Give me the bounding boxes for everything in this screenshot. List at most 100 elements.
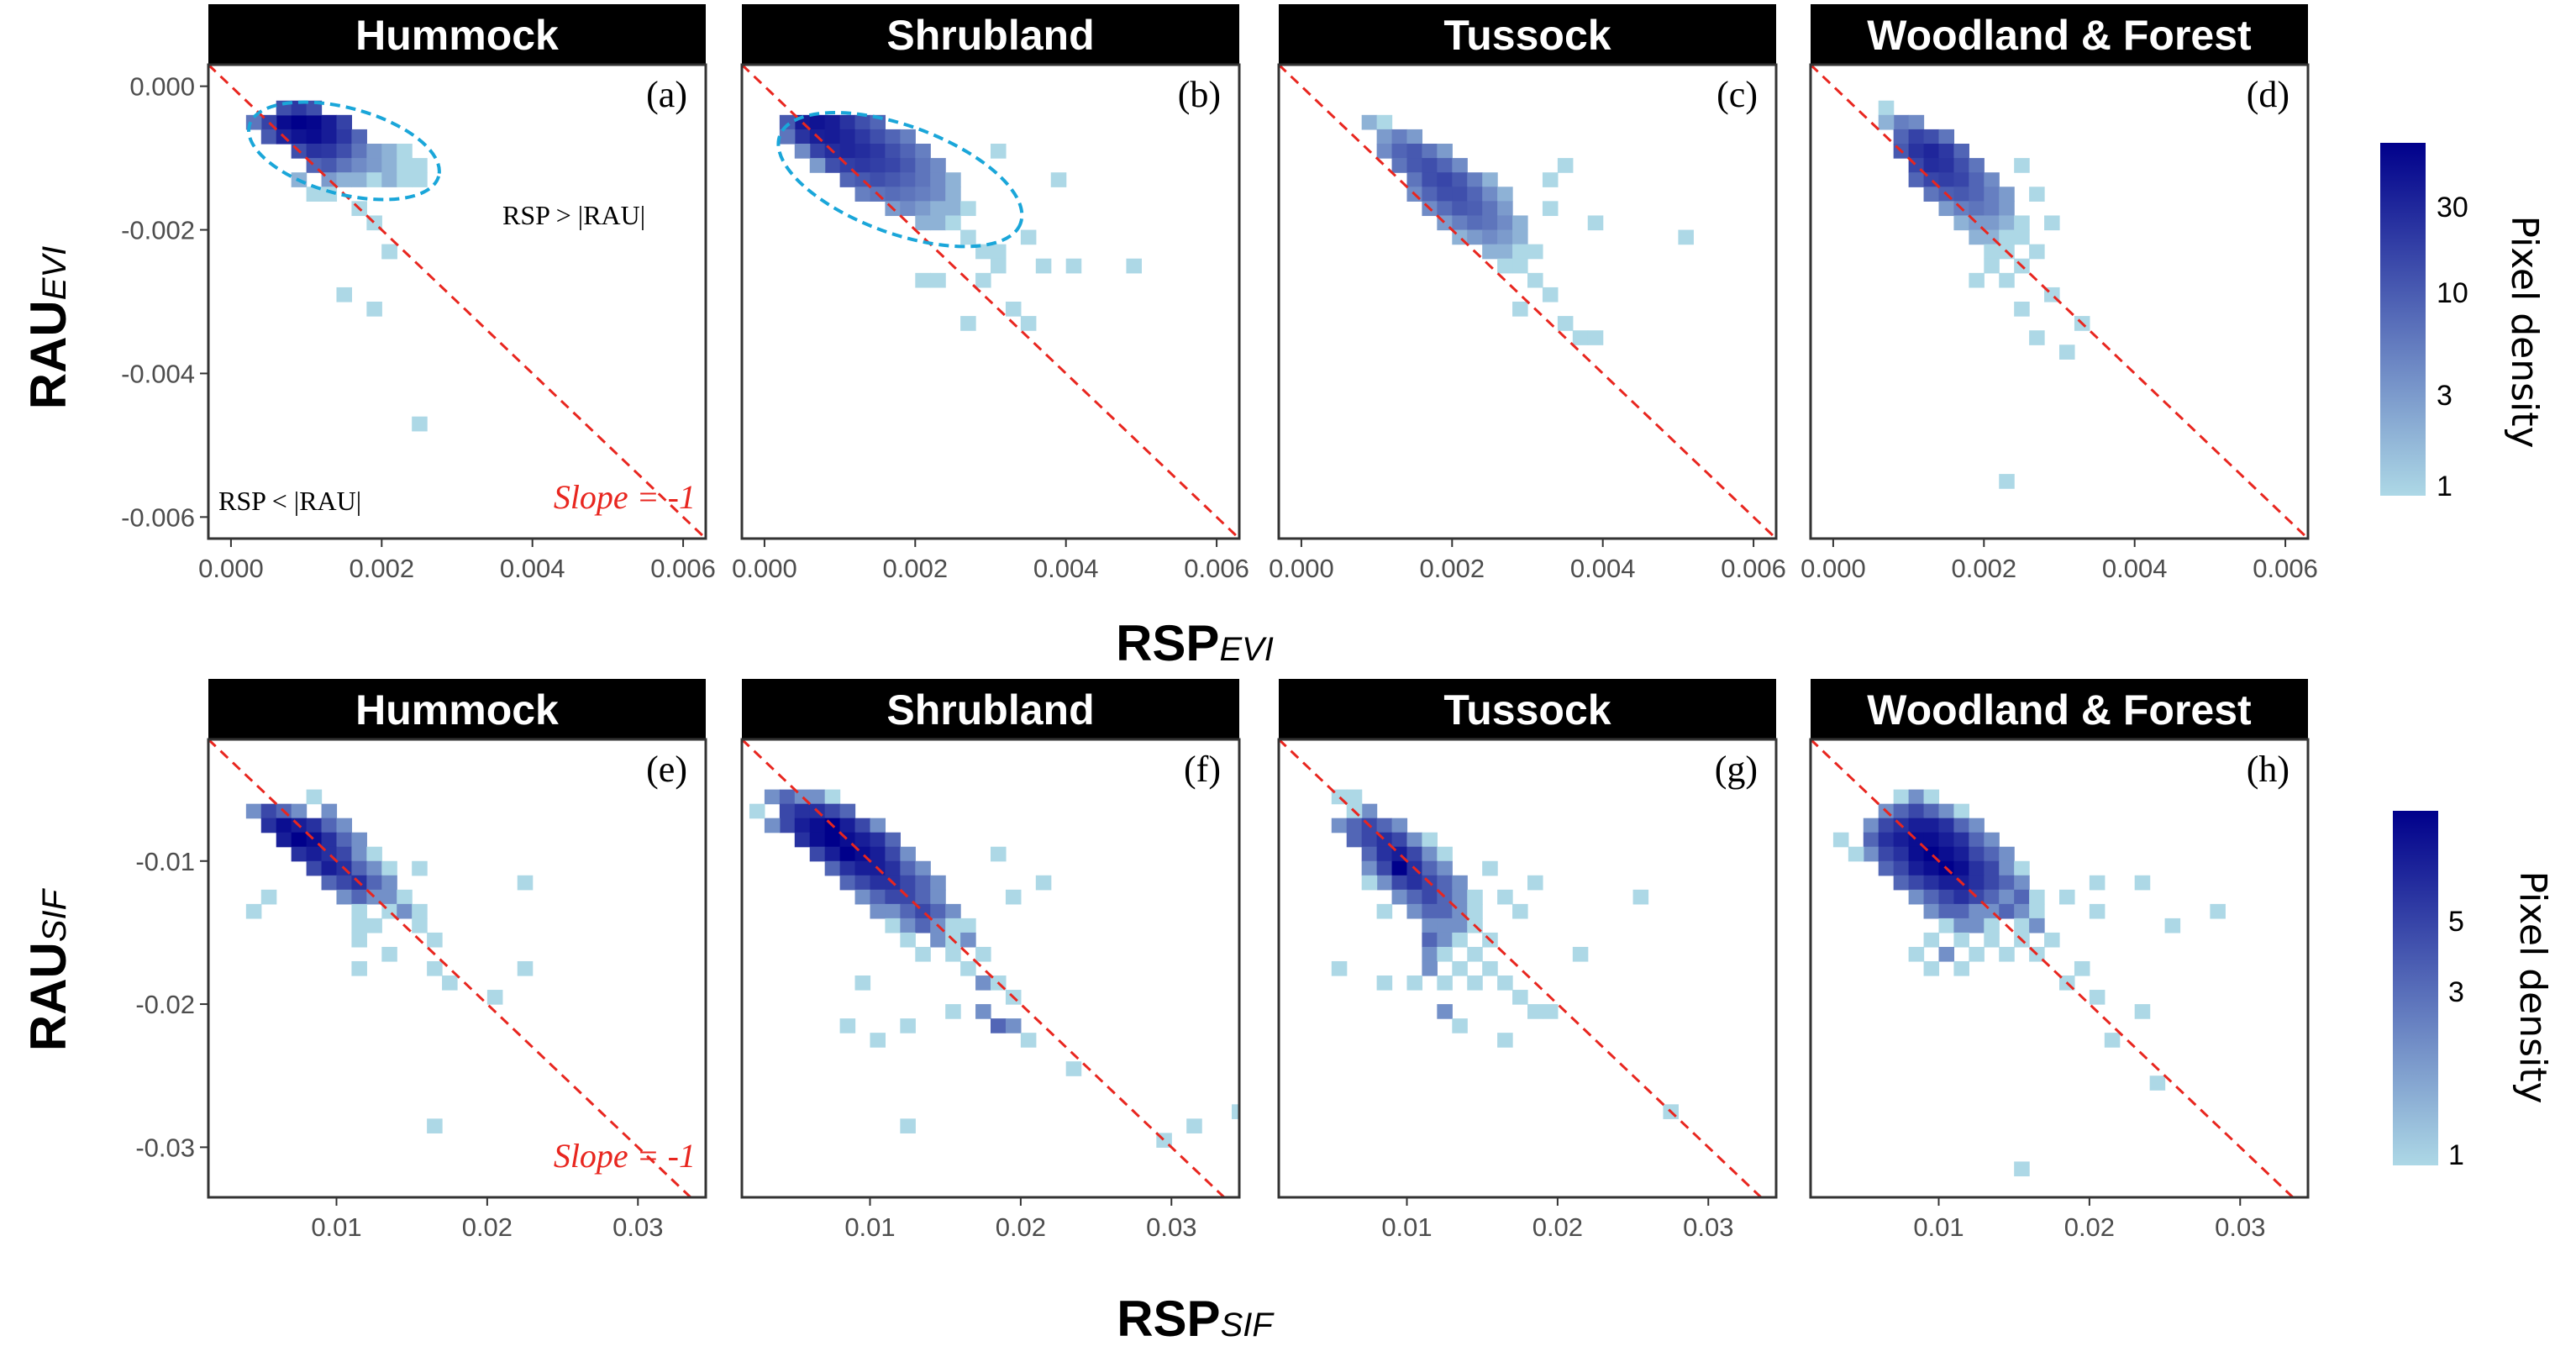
heatmap-cell [945,946,961,962]
heatmap-cell [2014,860,2030,876]
heatmap-cell [1406,975,1423,991]
heatmap-cell [1482,860,1498,876]
heatmap-cell [412,903,428,919]
heatmap-cell [854,114,871,130]
heatmap-cell [915,946,931,962]
heatmap-cell [1437,144,1453,159]
heatmap-cell [412,918,428,933]
heatmap-cell [1422,187,1438,202]
heatmap-cell [1923,187,1940,202]
heatmap-cell [260,803,277,819]
heatmap-cell [1953,818,1969,834]
heatmap-cell [854,860,871,876]
heatmap-cell [306,818,323,834]
heatmap-cell [351,172,367,187]
heatmap-cell [870,172,886,187]
heatmap-cell [1512,229,1528,245]
heatmap-cell [336,129,353,145]
heatmap-cell [1376,144,1393,159]
heatmap-cell [1893,875,1910,891]
heatmap-cell [1969,272,1985,288]
heatmap-cell [1437,875,1453,891]
heatmap-cell [1953,144,1969,159]
heatmap-cell [1557,316,1574,331]
heatmap-cell [1542,172,1559,187]
legend-bottom-colorbar [2393,811,2438,1165]
heatmap-cell [2059,344,2075,360]
heatmap-cell [1908,129,1925,145]
heatmap-cell [1999,187,2015,202]
slope-reference-line [1279,65,1776,539]
heatmap-cell [1482,201,1498,217]
heatmap-cell [1923,803,1940,819]
heatmap-cell [2089,875,2105,891]
heatmap-cell [1406,875,1423,891]
panel-label: (f) [1184,749,1221,790]
heatmap-cell [260,889,277,905]
heatmap-cell [915,875,931,891]
heatmap-cell [366,846,382,862]
heatmap-cell [839,129,856,145]
x-tick-label: 0.002 [1952,554,2017,583]
heatmap-cell [991,1018,1007,1033]
x-tick-label: 0.002 [1420,554,1485,583]
facet-strip [742,4,1239,65]
x-tick-label: 0.004 [2102,554,2168,583]
heatmap-cell [1437,903,1453,919]
heatmap-cell [2029,187,2045,202]
heatmap-cell [1361,846,1378,862]
heatmap-cell [1406,832,1423,848]
heatmap-cell [870,832,886,848]
panel-d: Woodland & Forest (d) 0.000 0.002 0.004 0.006 [1801,4,2318,583]
heatmap-cell [1969,229,1985,245]
heatmap-cell [321,860,338,876]
heatmap-cell [1953,803,1969,819]
heatmap-cell [1953,832,1969,848]
panel-row-2: Hummock (e) Slope = -1 0.01 0.02 0.03 -0.01 -0.… [135,679,2310,1242]
panel-label: (c) [1716,74,1758,115]
legend-bottom: 5 3 1 Pixel density [2393,811,2554,1171]
x-tick-label: 0.000 [1269,554,1334,583]
heatmap-cell [351,846,367,862]
heatmap-cell [1406,903,1423,919]
heatmap-cell [1938,903,1955,919]
heatmap-cell [1527,272,1543,288]
heatmap-cell [2044,215,2060,231]
heatmap-cell [412,158,428,173]
heatmap-cell [1376,818,1393,834]
panel-a: Hummock (a) Slope = -1 RSP > |RAU| RSP < |RA… [121,4,716,583]
panel-g: Tussock (g) 0.01 0.02 0.03 [1277,679,1778,1242]
heatmap-cell [351,144,367,159]
heatmap-cell [1482,229,1498,245]
heatmap-cell [1376,975,1393,991]
heatmap-cell [351,903,367,919]
heatmap-cell [1953,918,1969,933]
y-tick-label: 0.000 [129,72,195,102]
heatmap-cell [794,832,811,848]
heatmap-cell [945,215,961,231]
heatmap-cell [1908,946,1925,962]
heatmap-cell [839,818,856,834]
x-tick-label: 0.006 [650,554,716,583]
panel-label: (e) [646,749,687,790]
heatmap-cell [839,875,856,891]
heatmap-cell [794,818,811,834]
heatmap-cell [2029,918,2045,933]
heatmap-cell [885,144,901,159]
heatmap-cell [915,215,931,231]
heatmap-cell [1969,818,1985,834]
heatmap-cell [2074,960,2090,976]
heatmap-cell [1953,215,1969,231]
x-tick-label: 0.000 [198,554,264,583]
panel-plot-area [1811,739,2295,1197]
heatmap-cell [1422,960,1438,976]
heatmap-cell [1422,172,1438,187]
heatmap-cell [1587,215,1604,231]
heatmap-cell [1969,946,1985,962]
heatmap-cell [870,903,886,919]
panel-e: Hummock (e) Slope = -1 0.01 0.02 0.03 -0.01 -0.… [135,679,707,1242]
heatmap-cell [975,946,991,962]
heatmap-cell [824,158,841,173]
heatmap-cell [1969,846,1985,862]
heatmap-cell [1467,215,1483,231]
